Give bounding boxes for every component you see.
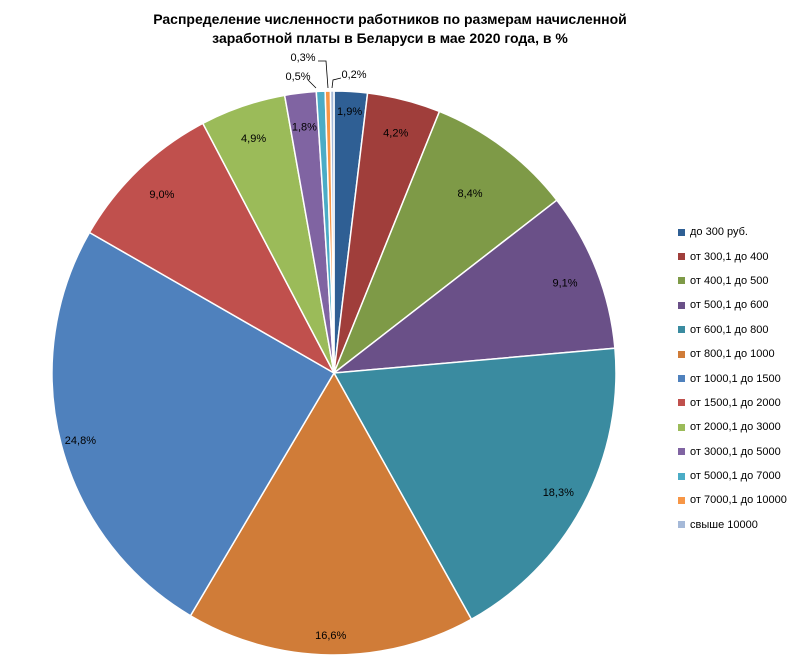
legend-label: от 800,1 до 1000 xyxy=(690,348,775,361)
legend-label: от 1500,1 до 2000 xyxy=(690,396,781,409)
legend-swatch xyxy=(678,423,685,431)
slice-labels: 1,9% 4,2% 8,4% 9,1% 18,3% 16,6% 24,8% 9,0% 4,9% 1… xyxy=(65,52,578,642)
legend-item: от 2000,1 до 3000 xyxy=(678,415,787,439)
legend-item: от 400,1 до 500 xyxy=(678,269,787,293)
leader-line xyxy=(318,60,329,89)
legend-swatch xyxy=(678,375,685,383)
legend-label: от 300,1 до 400 xyxy=(690,250,769,263)
pie-slice xyxy=(331,199,616,374)
legend-swatch xyxy=(678,399,685,407)
legend-swatch xyxy=(678,253,685,261)
chart-title-line-1: Распределение численности работников по … xyxy=(153,11,627,27)
legend-item: от 7000,1 до 10000 xyxy=(678,488,787,512)
legend-label: от 400,1 до 500 xyxy=(690,274,769,287)
legend-swatch xyxy=(678,350,685,358)
legend-item: от 3000,1 до 5000 xyxy=(678,440,787,464)
slice-value-label: 18,3% xyxy=(543,487,574,499)
legend-item: от 1500,1 до 2000 xyxy=(678,391,787,415)
slice-value-label: 24,8% xyxy=(65,435,96,447)
pie-slice xyxy=(332,110,558,376)
legend-label: свыше 10000 xyxy=(690,518,758,531)
legend-swatch xyxy=(678,301,685,309)
pie-slice xyxy=(332,347,617,621)
slice-value-label: 9,0% xyxy=(149,189,174,201)
slice-value-label: 4,2% xyxy=(383,128,408,140)
legend-item: от 5000,1 до 7000 xyxy=(678,464,787,488)
legend-label: от 1000,1 до 1500 xyxy=(690,372,781,385)
legend-swatch xyxy=(678,472,685,480)
legend-swatch xyxy=(678,326,685,334)
leader-line xyxy=(331,77,342,89)
legend-item: от 800,1 до 1000 xyxy=(678,342,787,366)
pie-slice xyxy=(51,231,336,617)
legend-item: от 1000,1 до 1500 xyxy=(678,366,787,390)
legend-item: от 300,1 до 400 xyxy=(678,244,787,268)
legend-label: от 500,1 до 600 xyxy=(690,299,769,312)
slice-value-label: 16,6% xyxy=(315,630,346,642)
legend-label: от 5000,1 до 7000 xyxy=(690,470,781,483)
legend-swatch xyxy=(678,521,685,529)
legend-label: от 2000,1 до 3000 xyxy=(690,421,781,434)
chart-title-line-2: заработной платы в Беларуси в мае 2020 г… xyxy=(212,30,568,46)
legend-item: от 500,1 до 600 xyxy=(678,293,787,317)
pie-slice xyxy=(329,90,335,374)
slice-value-label: 0,2% xyxy=(341,69,366,81)
legend-swatch xyxy=(678,448,685,456)
leader-lines xyxy=(307,60,342,89)
legend: до 300 руб. от 300,1 до 400 от 400,1 до 50… xyxy=(678,220,787,537)
legend-swatch xyxy=(678,228,685,236)
slice-value-label: 8,4% xyxy=(457,188,482,200)
legend-item: от 600,1 до 800 xyxy=(678,318,787,342)
slice-value-label: 4,9% xyxy=(241,133,266,145)
legend-item: свыше 10000 xyxy=(678,513,787,537)
chart-title: Распределение численности работников по … xyxy=(120,10,660,48)
slice-value-label: 9,1% xyxy=(552,277,577,289)
pie-slices xyxy=(51,90,617,656)
legend-swatch xyxy=(678,277,685,285)
slice-value-label: 0,3% xyxy=(290,52,315,64)
slice-value-label: 1,9% xyxy=(337,106,362,118)
legend-swatch xyxy=(678,496,685,504)
legend-item: до 300 руб. xyxy=(678,220,787,244)
leader-line xyxy=(307,79,317,89)
legend-label: от 7000,1 до 10000 xyxy=(690,494,787,507)
slice-value-label: 1,8% xyxy=(292,122,317,134)
pie-slice xyxy=(88,122,336,375)
slice-value-label: 0,5% xyxy=(285,71,310,83)
legend-label: от 3000,1 до 5000 xyxy=(690,445,781,458)
legend-label: до 300 руб. xyxy=(690,226,748,239)
pie-slice xyxy=(189,371,473,656)
legend-label: от 600,1 до 800 xyxy=(690,323,769,336)
